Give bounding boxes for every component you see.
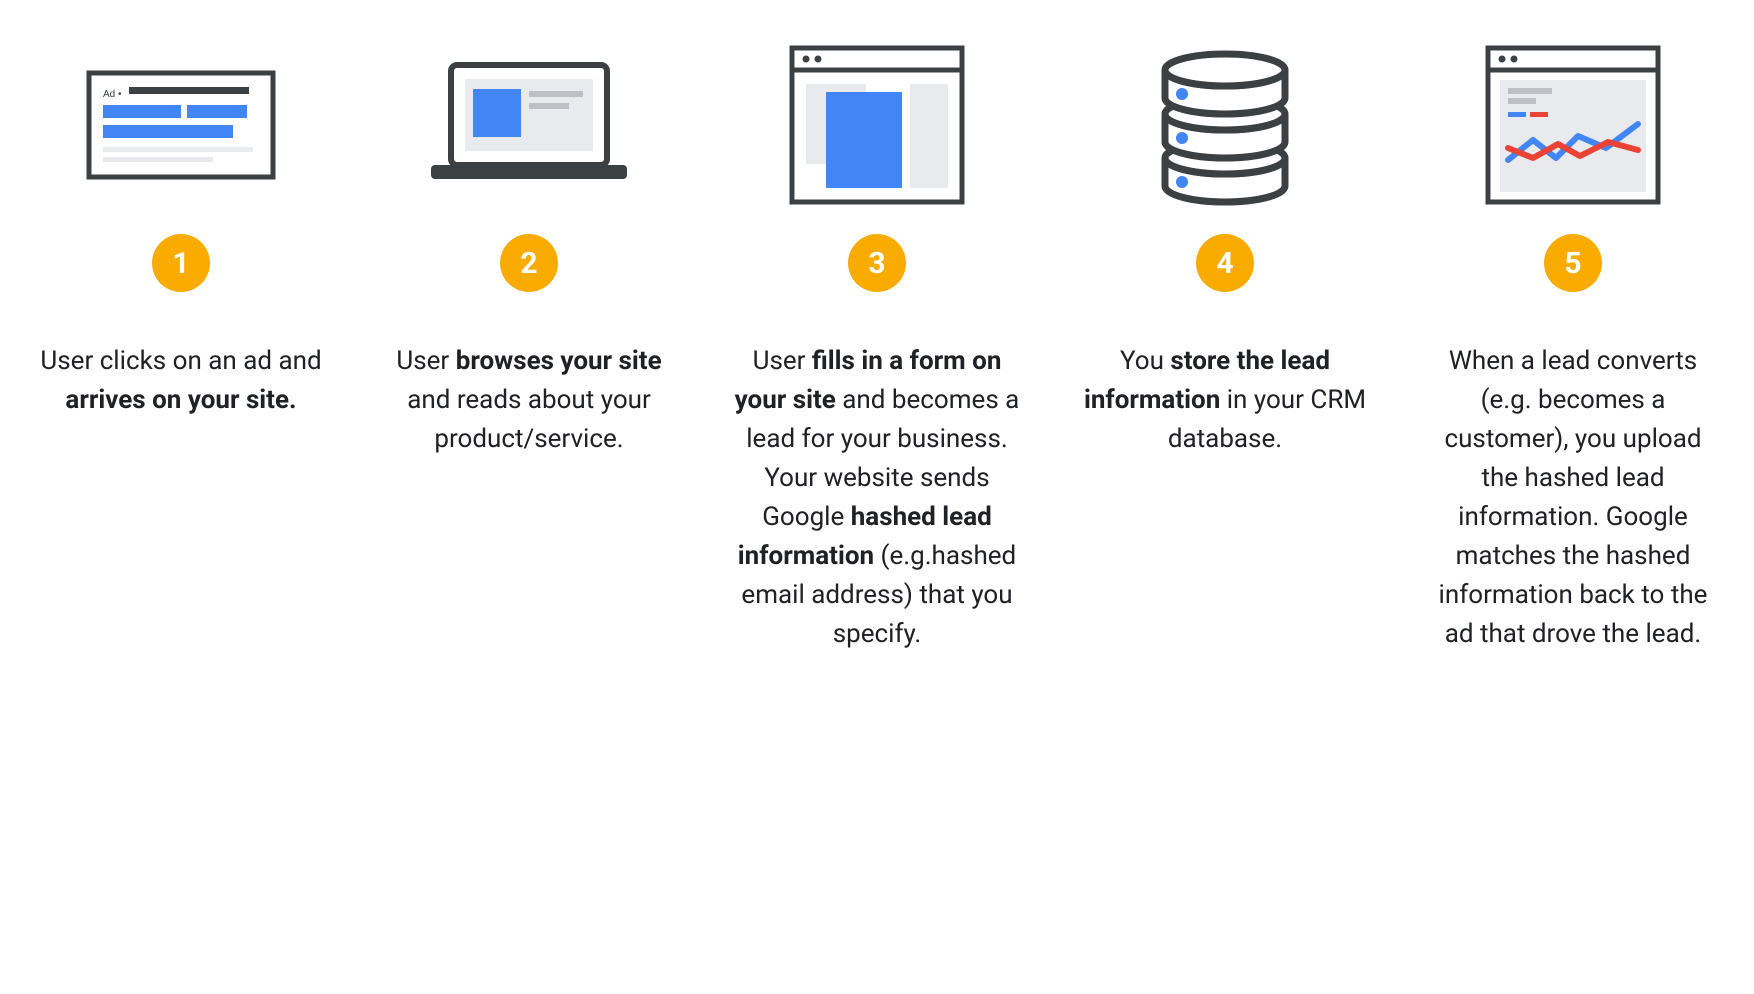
steps-row: Ad • 1 User clicks on an ad and arrives … xyxy=(27,40,1727,654)
step-1: Ad • 1 User clicks on an ad and arrives … xyxy=(27,40,335,654)
step-desc-3: User fills in a form on your site and be… xyxy=(727,342,1027,654)
step-desc-2: User browses your site and reads about y… xyxy=(379,342,679,459)
svg-text:Ad •: Ad • xyxy=(103,89,122,100)
laptop-icon xyxy=(419,40,639,210)
step-badge-4: 4 xyxy=(1196,234,1254,292)
step-badge-2: 2 xyxy=(500,234,558,292)
database-icon xyxy=(1150,40,1300,210)
step-badge-3: 3 xyxy=(848,234,906,292)
step-desc-1: User clicks on an ad and arrives on your… xyxy=(31,342,331,420)
form-window-icon xyxy=(782,40,972,210)
step-5: 5 When a lead converts (e.g. becomes a c… xyxy=(1419,40,1727,654)
step-3: 3 User fills in a form on your site and … xyxy=(723,40,1031,654)
step-desc-4: You store the lead information in your C… xyxy=(1075,342,1375,459)
step-badge-5: 5 xyxy=(1544,234,1602,292)
step-badge-1: 1 xyxy=(152,234,210,292)
step-4: 4 You store the lead information in your… xyxy=(1071,40,1379,654)
step-desc-5: When a lead converts (e.g. becomes a cus… xyxy=(1423,342,1723,654)
chart-window-icon xyxy=(1478,40,1668,210)
ad-card-icon: Ad • xyxy=(81,40,281,210)
step-2: 2 User browses your site and reads about… xyxy=(375,40,683,654)
